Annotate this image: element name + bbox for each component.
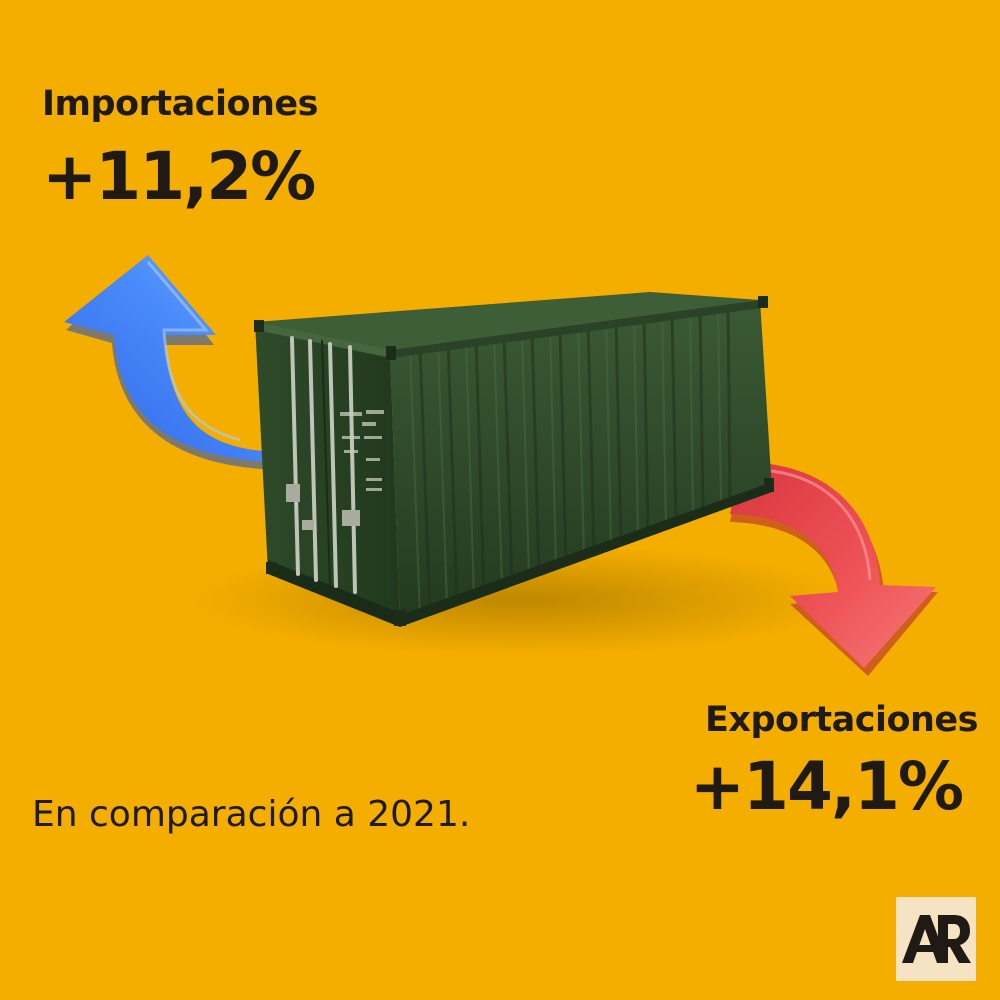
imports-label: Importaciones [42,84,318,124]
exports-label: Exportaciones [705,700,978,740]
ar-logo-icon [896,897,976,981]
arrow-down-right-icon [730,462,938,676]
imports-value: +11,2% [42,138,316,215]
comparison-footnote: En comparación a 2021. [32,794,471,835]
exports-value: +14,1% [689,748,964,825]
shipping-container-icon [254,292,774,627]
arrow-up-left-icon [64,255,290,470]
